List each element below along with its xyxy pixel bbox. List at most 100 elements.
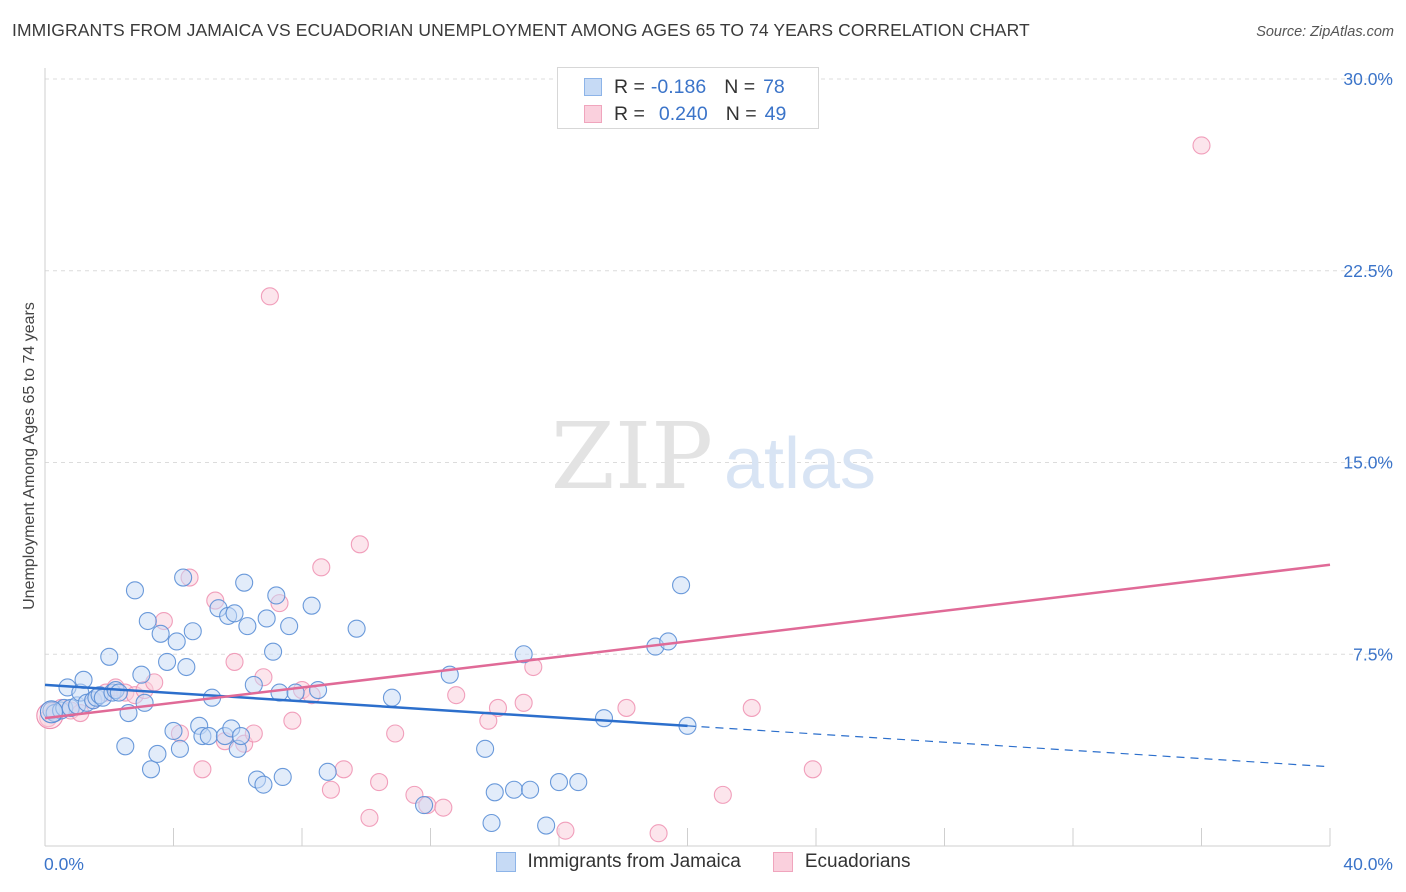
- point-jamaica: [170, 739, 189, 758]
- legend-swatch-jamaica: [584, 78, 602, 96]
- point-ecuadorians: [803, 760, 822, 779]
- trend-lines: [44, 563, 1331, 768]
- point-jamaica: [521, 780, 540, 799]
- point-jamaica: [267, 586, 286, 605]
- legend-swatch-jamaica: [495, 852, 516, 872]
- point-jamaica: [514, 645, 533, 664]
- point-ecuadorians: [225, 652, 244, 671]
- legend-label-ecuadorians: Ecuadorians: [804, 851, 911, 872]
- point-jamaica: [231, 727, 251, 746]
- watermark-atlas: atlas: [724, 424, 876, 504]
- watermark-zip: ZIP: [551, 403, 713, 510]
- point-jamaica: [254, 775, 273, 794]
- point-jamaica: [257, 609, 276, 628]
- point-ecuadorians: [360, 808, 379, 827]
- point-ecuadorians: [312, 558, 331, 577]
- point-jamaica: [504, 780, 524, 799]
- point-jamaica: [199, 727, 218, 746]
- point-jamaica: [485, 783, 504, 802]
- point-ecuadorians: [334, 760, 353, 779]
- point-jamaica: [138, 611, 157, 631]
- point-jamaica: [594, 709, 614, 728]
- point-ecuadorians: [283, 711, 302, 730]
- point-jamaica: [244, 675, 263, 694]
- legend-r-label: R =: [614, 75, 645, 98]
- correlation-legend: R = -0.186 N = 78 R = 0.240 N = 49: [557, 67, 819, 129]
- point-ecuadorians: [370, 773, 389, 792]
- source-note: Source: ZipAtlas.com: [1256, 24, 1394, 40]
- point-jamaica: [109, 683, 128, 702]
- point-ecuadorians: [556, 821, 575, 840]
- point-jamaica: [148, 744, 167, 764]
- legend-item-ecuadorians[interactable]: Ecuadorians: [772, 851, 911, 873]
- point-ecuadorians: [742, 698, 761, 717]
- point-jamaica: [476, 739, 495, 758]
- point-jamaica: [174, 568, 193, 587]
- y-tick-label: 15.0%: [1343, 453, 1393, 473]
- point-jamaica: [164, 721, 183, 741]
- point-jamaica: [415, 796, 434, 815]
- point-jamaica: [659, 632, 678, 651]
- point-jamaica: [100, 647, 119, 666]
- trend-line-jamaica-extension: [687, 725, 1331, 768]
- legend-r-value: 0.240: [658, 102, 708, 125]
- point-jamaica: [177, 657, 196, 677]
- trend-line-ecuadorians: [44, 563, 1331, 720]
- legend-r-label: R =: [614, 102, 645, 125]
- legend-n-label: N =: [724, 75, 756, 98]
- tick-labels: 7.5% 15.0% 22.5% 30.0% 0.0% 40.0%: [44, 69, 1393, 874]
- legend-n-value: 78: [763, 75, 785, 98]
- point-jamaica: [549, 773, 569, 792]
- point-jamaica: [482, 813, 501, 833]
- point-ecuadorians: [447, 686, 466, 705]
- point-jamaica: [235, 573, 254, 592]
- point-ecuadorians: [617, 698, 636, 717]
- point-jamaica: [569, 773, 588, 792]
- point-jamaica: [672, 576, 691, 595]
- point-jamaica: [318, 762, 337, 781]
- point-ecuadorians: [524, 657, 543, 677]
- point-jamaica: [280, 617, 299, 636]
- point-ecuadorians: [1192, 136, 1211, 155]
- series-jamaica: [39, 568, 697, 835]
- x-tick-label-max: 40.0%: [1343, 854, 1393, 874]
- point-jamaica: [125, 581, 144, 600]
- watermark: ZIP atlas: [551, 403, 876, 510]
- point-jamaica: [273, 767, 292, 787]
- point-ecuadorians: [514, 693, 533, 712]
- legend-n-value: 49: [764, 102, 787, 125]
- legend-row-ecuadorians: R = 0.240 N = 49: [584, 101, 786, 127]
- y-tick-label: 30.0%: [1343, 69, 1393, 89]
- chart-title: IMMIGRANTS FROM JAMAICA VS ECUADORIAN UN…: [12, 20, 1030, 40]
- legend-item-jamaica[interactable]: Immigrants from Jamaica: [495, 851, 741, 873]
- y-axis-label: Unemployment Among Ages 65 to 74 years: [21, 302, 38, 610]
- point-jamaica: [141, 760, 161, 779]
- trend-line-jamaica: [44, 683, 688, 728]
- point-ecuadorians: [386, 724, 405, 743]
- legend-swatch-ecuadorians: [584, 105, 602, 123]
- point-jamaica: [183, 622, 202, 641]
- point-ecuadorians: [321, 780, 340, 799]
- point-jamaica: [347, 619, 366, 638]
- point-jamaica: [116, 737, 135, 756]
- point-jamaica: [264, 642, 283, 661]
- legend-n-label: N =: [725, 102, 757, 125]
- legend-swatch-ecuadorians: [772, 852, 793, 872]
- y-tick-label: 22.5%: [1343, 261, 1393, 281]
- point-ecuadorians: [488, 698, 508, 717]
- y-tick-label: 7.5%: [1353, 644, 1393, 664]
- point-jamaica: [238, 617, 257, 636]
- point-ecuadorians: [649, 824, 668, 843]
- point-jamaica: [225, 604, 244, 623]
- point-jamaica: [135, 693, 154, 712]
- point-jamaica-cluster: [39, 700, 63, 724]
- point-jamaica: [537, 816, 556, 835]
- point-ecuadorians: [260, 287, 279, 306]
- legend-label-jamaica: Immigrants from Jamaica: [527, 851, 741, 872]
- point-ecuadorians: [193, 760, 212, 779]
- point-jamaica: [151, 624, 170, 643]
- point-jamaica: [302, 596, 321, 615]
- legend-r-value: -0.186: [650, 75, 707, 98]
- point-ecuadorians: [350, 535, 369, 554]
